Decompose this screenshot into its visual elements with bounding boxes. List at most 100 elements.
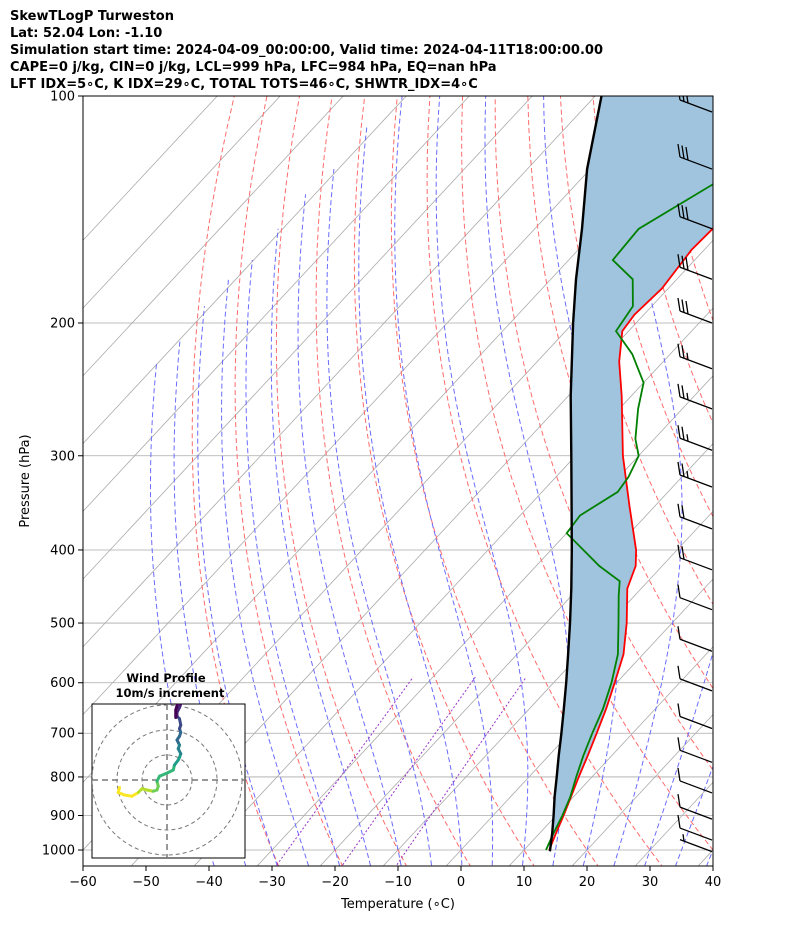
barb-flag xyxy=(677,383,681,397)
wind-barb xyxy=(677,254,713,280)
hodograph-segment xyxy=(174,704,180,712)
barb-flag xyxy=(677,767,681,782)
dry-adiabat xyxy=(275,96,407,866)
dry-adiabat xyxy=(315,96,471,866)
moist-adiabats xyxy=(150,62,794,882)
barb-flag xyxy=(677,461,681,476)
barb-half-flag xyxy=(686,352,689,360)
dry-adiabat xyxy=(426,96,663,866)
barb-flag xyxy=(677,544,681,558)
moist-adiabat xyxy=(731,62,794,882)
barb-flag xyxy=(685,146,689,161)
dry-adiabats xyxy=(191,62,794,882)
y-tick-label: 300 xyxy=(50,449,75,464)
barb-staff xyxy=(679,557,713,571)
barb-flag xyxy=(677,703,681,717)
wind-barbs xyxy=(677,96,713,853)
x-tick-label: −10 xyxy=(384,875,411,890)
dry-adiabat xyxy=(353,96,535,866)
dry-adiabat xyxy=(494,96,713,771)
wind-barb xyxy=(677,626,713,652)
y-tick-label: 1000 xyxy=(42,844,75,859)
dry-adiabat xyxy=(461,96,713,851)
barb-staff xyxy=(679,99,713,113)
wind-barb xyxy=(677,737,713,763)
barb-staff xyxy=(679,437,713,451)
barb-flag xyxy=(677,203,681,217)
barb-staff xyxy=(679,749,713,763)
barb-flag xyxy=(677,794,681,808)
dry-adiabat xyxy=(191,96,280,866)
barb-half-flag xyxy=(682,834,685,842)
barb-staff xyxy=(679,678,713,692)
isotherm-line xyxy=(508,646,713,866)
y-tick-label: 100 xyxy=(50,90,75,105)
dry-adiabat xyxy=(592,96,713,518)
barb-flag xyxy=(685,206,689,220)
barb-staff xyxy=(679,310,713,324)
wind-barb xyxy=(677,343,713,370)
barb-staff xyxy=(679,396,713,410)
barb-flag xyxy=(682,96,685,102)
mixing-ratio-line xyxy=(275,676,414,866)
barb-flag xyxy=(681,463,685,477)
parcel-line xyxy=(548,96,603,852)
barb-half-flag xyxy=(686,470,689,479)
indices-line-1: CAPE=0 j/kg, CIN=0 j/kg, LCL=999 hPa, LF… xyxy=(10,60,497,75)
y-tick-label: 600 xyxy=(50,676,75,691)
x-tick-label: 0 xyxy=(457,875,465,890)
barb-flag xyxy=(677,814,681,829)
barb-flag xyxy=(677,254,681,268)
barb-flag xyxy=(677,737,681,751)
wind-barb xyxy=(677,203,713,230)
isotherm-line xyxy=(83,96,218,241)
barb-flag xyxy=(677,297,681,312)
dry-adiabat xyxy=(390,96,599,866)
wind-barb xyxy=(679,834,713,853)
moist-adiabat xyxy=(613,96,683,866)
moist-adiabat xyxy=(394,96,494,866)
wind-barb xyxy=(677,297,713,324)
isotherm-line xyxy=(83,96,344,377)
temperature-line xyxy=(548,227,713,851)
barb-staff xyxy=(679,516,713,530)
moist-adiabat xyxy=(270,228,372,866)
barb-staff xyxy=(679,356,713,370)
moist-adiabat xyxy=(197,306,278,866)
wind-barb xyxy=(677,767,713,794)
barb-staff xyxy=(679,266,713,280)
wind-barb xyxy=(677,143,713,170)
barb-staff xyxy=(679,839,713,853)
moist-adiabat xyxy=(221,279,310,866)
wind-barb xyxy=(677,665,713,692)
barb-flag xyxy=(677,665,681,679)
wind-barb xyxy=(677,584,713,611)
isotherm-line xyxy=(83,96,281,309)
isotherm-line xyxy=(83,96,407,445)
location-line: Lat: 52.04 Lon: -1.10 xyxy=(10,26,163,41)
y-axis-ticks: 1000 900 800 700 600 500 400 300 200 100 xyxy=(42,90,83,859)
y-tick-label: 200 xyxy=(50,316,75,331)
dry-adiabat xyxy=(718,62,794,882)
barb-half-flag xyxy=(686,392,689,400)
indices-line-2: LFT IDX=5∘C, K IDX=29∘C, TOTAL TOTS=46∘C… xyxy=(10,77,478,92)
x-axis-ticks: −60 −50 −40 −30 −20 −10 0 10 20 30 40 xyxy=(69,866,721,890)
moist-adiabat xyxy=(326,169,433,866)
barb-flag xyxy=(681,345,685,359)
moist-adiabat xyxy=(245,259,341,866)
dry-adiabat xyxy=(781,62,794,882)
barb-flag xyxy=(681,546,685,560)
barb-flag xyxy=(677,425,681,439)
barb-flag xyxy=(677,143,681,158)
barb-staff xyxy=(679,216,713,230)
dry-adiabat xyxy=(749,62,794,882)
wind-barb xyxy=(677,503,713,530)
x-tick-label: 40 xyxy=(705,875,722,890)
barb-flag xyxy=(681,505,685,519)
hodograph-segment xyxy=(158,771,170,778)
x-tick-label: 20 xyxy=(579,875,596,890)
barb-flag xyxy=(681,145,685,159)
wind-barb xyxy=(677,461,713,488)
barb-flag xyxy=(681,385,685,399)
mixing-ratio-lines xyxy=(275,676,527,866)
